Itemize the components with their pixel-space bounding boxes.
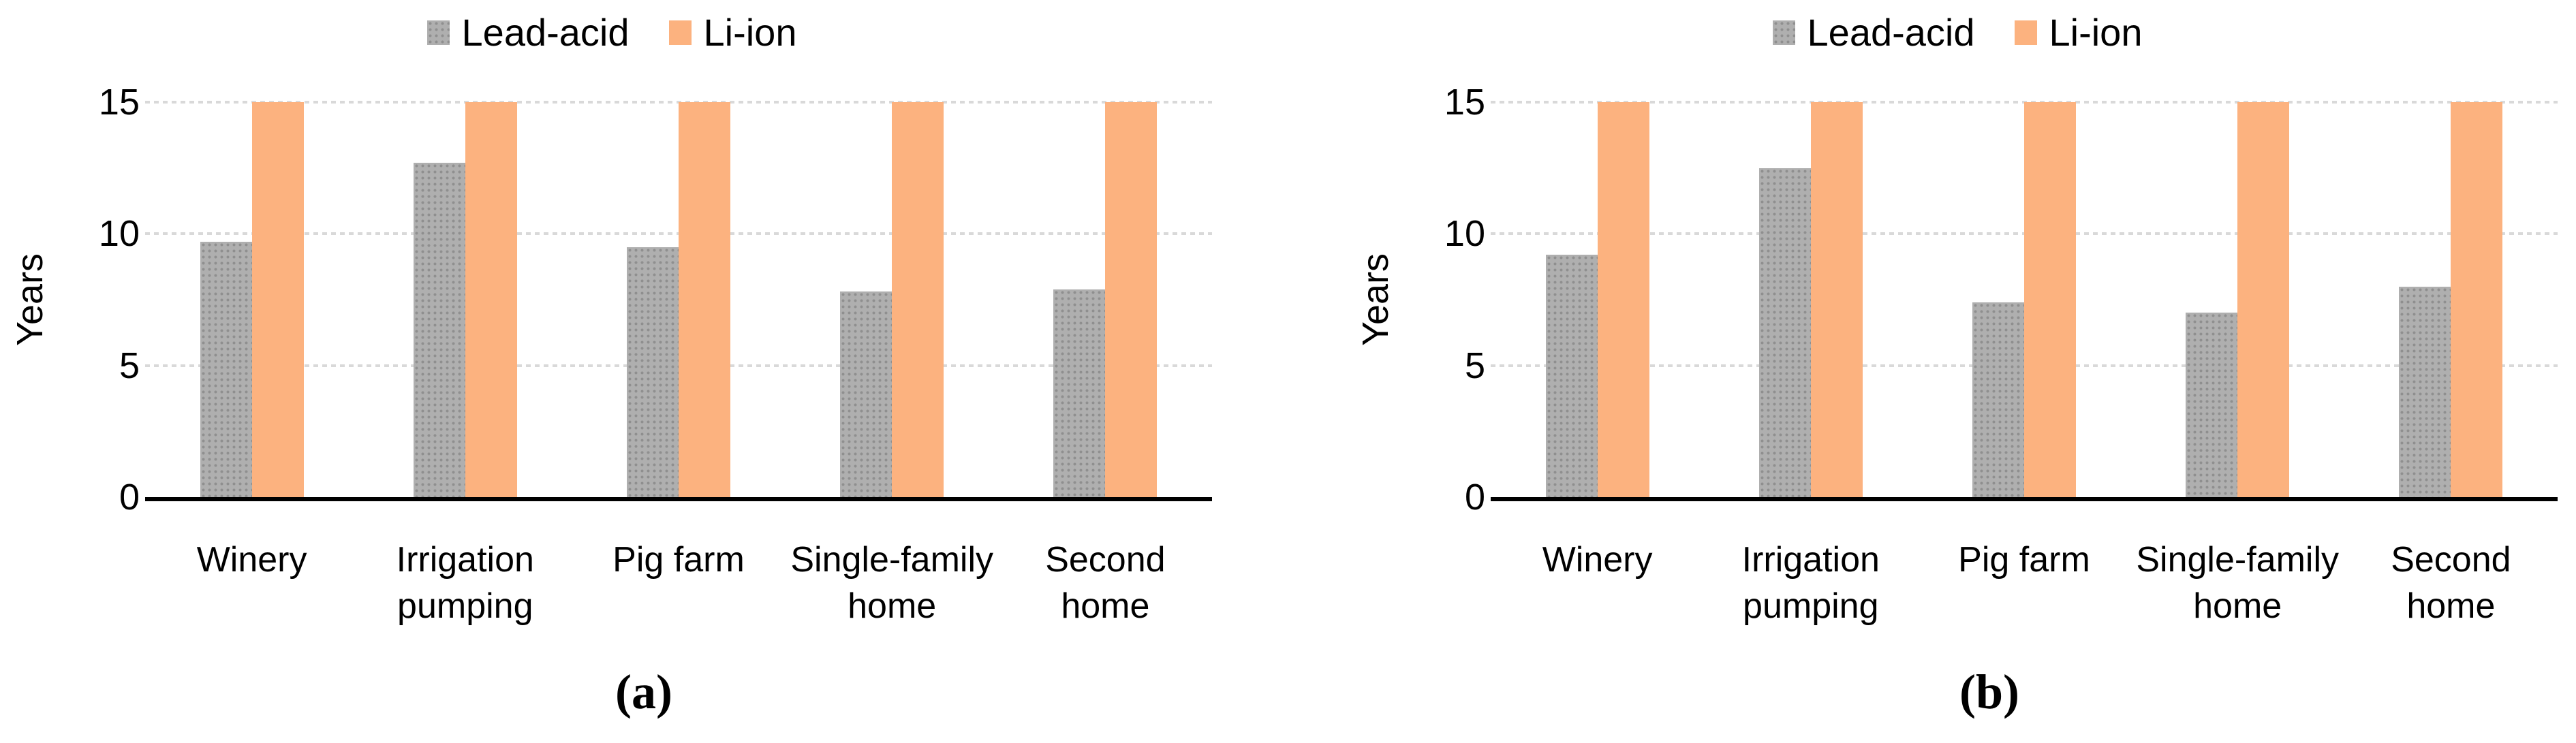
x-category: Winery [145,537,358,583]
legend-item-lead-acid: Lead-acid [426,11,630,54]
chart-a: Lead-acid Li-ion Years 15 10 5 0 Winery Irrig… [0,11,1212,719]
x-category-label: Winery [196,540,307,580]
bar-lead-acid-single-family-home [840,291,893,497]
panel-caption-a: (a) [615,665,672,719]
y-tick-label: 0 [119,477,140,518]
legend-swatch-lead-acid [426,20,450,45]
x-category: Single-family home [2131,537,2344,629]
x-category: Single-family home [786,537,999,629]
y-axis: 15 10 5 0 [0,84,140,516]
bar-lead-acid-winery [200,241,252,497]
bar-group-single-family-home [2131,102,2344,497]
bar-lead-acid-second-home [1053,289,1106,497]
bar-lead-acid-pig-farm [1972,302,2024,497]
bar-li-ion-irrigation-pumping [1810,102,1863,497]
x-category-label: Irrigation pumping [1741,540,1880,626]
bar-li-ion-pig-farm [678,102,730,497]
y-tick-label: 5 [119,345,140,386]
bar-li-ion-winery [251,102,304,497]
legend-item-li-ion: Li-ion [2014,11,2143,54]
bar-group-winery [1491,102,1704,497]
x-category: Irrigation pumping [358,537,572,629]
x-axis: Winery Irrigation pumping Pig farm Single-f… [1491,537,2558,646]
bar-li-ion-second-home [2451,102,2503,497]
bar-li-ion-irrigation-pumping [465,102,517,497]
x-category: Winery [1491,537,1704,583]
bar-lead-acid-irrigation-pumping [1758,168,1811,497]
legend-label-lead-acid: Lead-acid [461,11,630,54]
x-category-label: Pig farm [612,540,745,580]
x-category-label: Second home [1045,540,1166,626]
bar-group-second-home [2344,102,2558,497]
bar-group-pig-farm [1917,102,2130,497]
x-category: Pig farm [572,537,785,583]
x-category: Second home [2344,537,2558,629]
bar-group-pig-farm [572,102,785,497]
y-axis: 15 10 5 0 [1346,84,1485,516]
legend-label-lead-acid: Lead-acid [1807,11,1975,54]
bar-li-ion-winery [1597,102,1649,497]
bar-li-ion-single-family-home [2237,102,2290,497]
bar-group-single-family-home [786,102,999,497]
bar-group-second-home [999,102,1212,497]
chart-panel-b: Lead-acid Li-ion Years 15 10 5 0 Winery Irrig… [1288,0,2575,743]
legend-label-li-ion: Li-ion [703,11,797,54]
y-tick-label: 15 [98,82,140,123]
bar-lead-acid-second-home [2399,286,2451,497]
legend-swatch-lead-acid [1772,20,1795,45]
x-category: Second home [999,537,1212,629]
y-tick-label: 0 [1464,477,1485,518]
bar-li-ion-second-home [1105,102,1158,497]
x-category-label: Pig farm [1958,540,2090,580]
legend-swatch-li-ion [2014,20,2037,45]
x-axis: Winery Irrigation pumping Pig farm Single-f… [145,537,1212,646]
panel-caption-b: (b) [1959,665,2019,719]
legend-item-lead-acid: Lead-acid [1772,11,1975,54]
bar-group-irrigation-pumping [358,102,572,497]
legend: Lead-acid Li-ion [1424,11,2491,54]
bar-li-ion-pig-farm [2023,102,2076,497]
y-tick-label: 15 [1444,82,1485,123]
legend-item-li-ion: Li-ion [668,11,797,54]
chart-b: Lead-acid Li-ion Years 15 10 5 0 Winery Irrig… [1346,0,2576,743]
x-category-label: Single-family home [2136,540,2340,626]
x-category-label: Winery [1542,540,1653,580]
bar-group-winery [145,102,358,497]
x-category: Irrigation pumping [1704,537,1917,629]
bar-lead-acid-single-family-home [2186,313,2238,497]
y-tick-label: 5 [1464,345,1485,386]
plot-area [1491,101,2558,501]
bar-li-ion-single-family-home [892,102,944,497]
x-category-label: Irrigation pumping [396,540,534,626]
legend-swatch-li-ion [668,20,692,45]
x-category-label: Single-family home [790,540,994,626]
legend: Lead-acid Li-ion [78,11,1145,54]
plot-area [145,101,1212,501]
legend-label-li-ion: Li-ion [2049,11,2143,54]
x-category-label: Second home [2391,540,2511,626]
bar-lead-acid-pig-farm [626,247,679,497]
chart-panel-a: Lead-acid Li-ion Years 15 10 5 0 Winery Irrig… [0,11,1212,719]
y-tick-label: 10 [98,213,140,255]
bar-group-irrigation-pumping [1704,102,1917,497]
bar-lead-acid-irrigation-pumping [413,162,465,497]
y-tick-label: 10 [1444,213,1485,255]
x-category: Pig farm [1917,537,2130,583]
bar-lead-acid-winery [1545,255,1598,497]
